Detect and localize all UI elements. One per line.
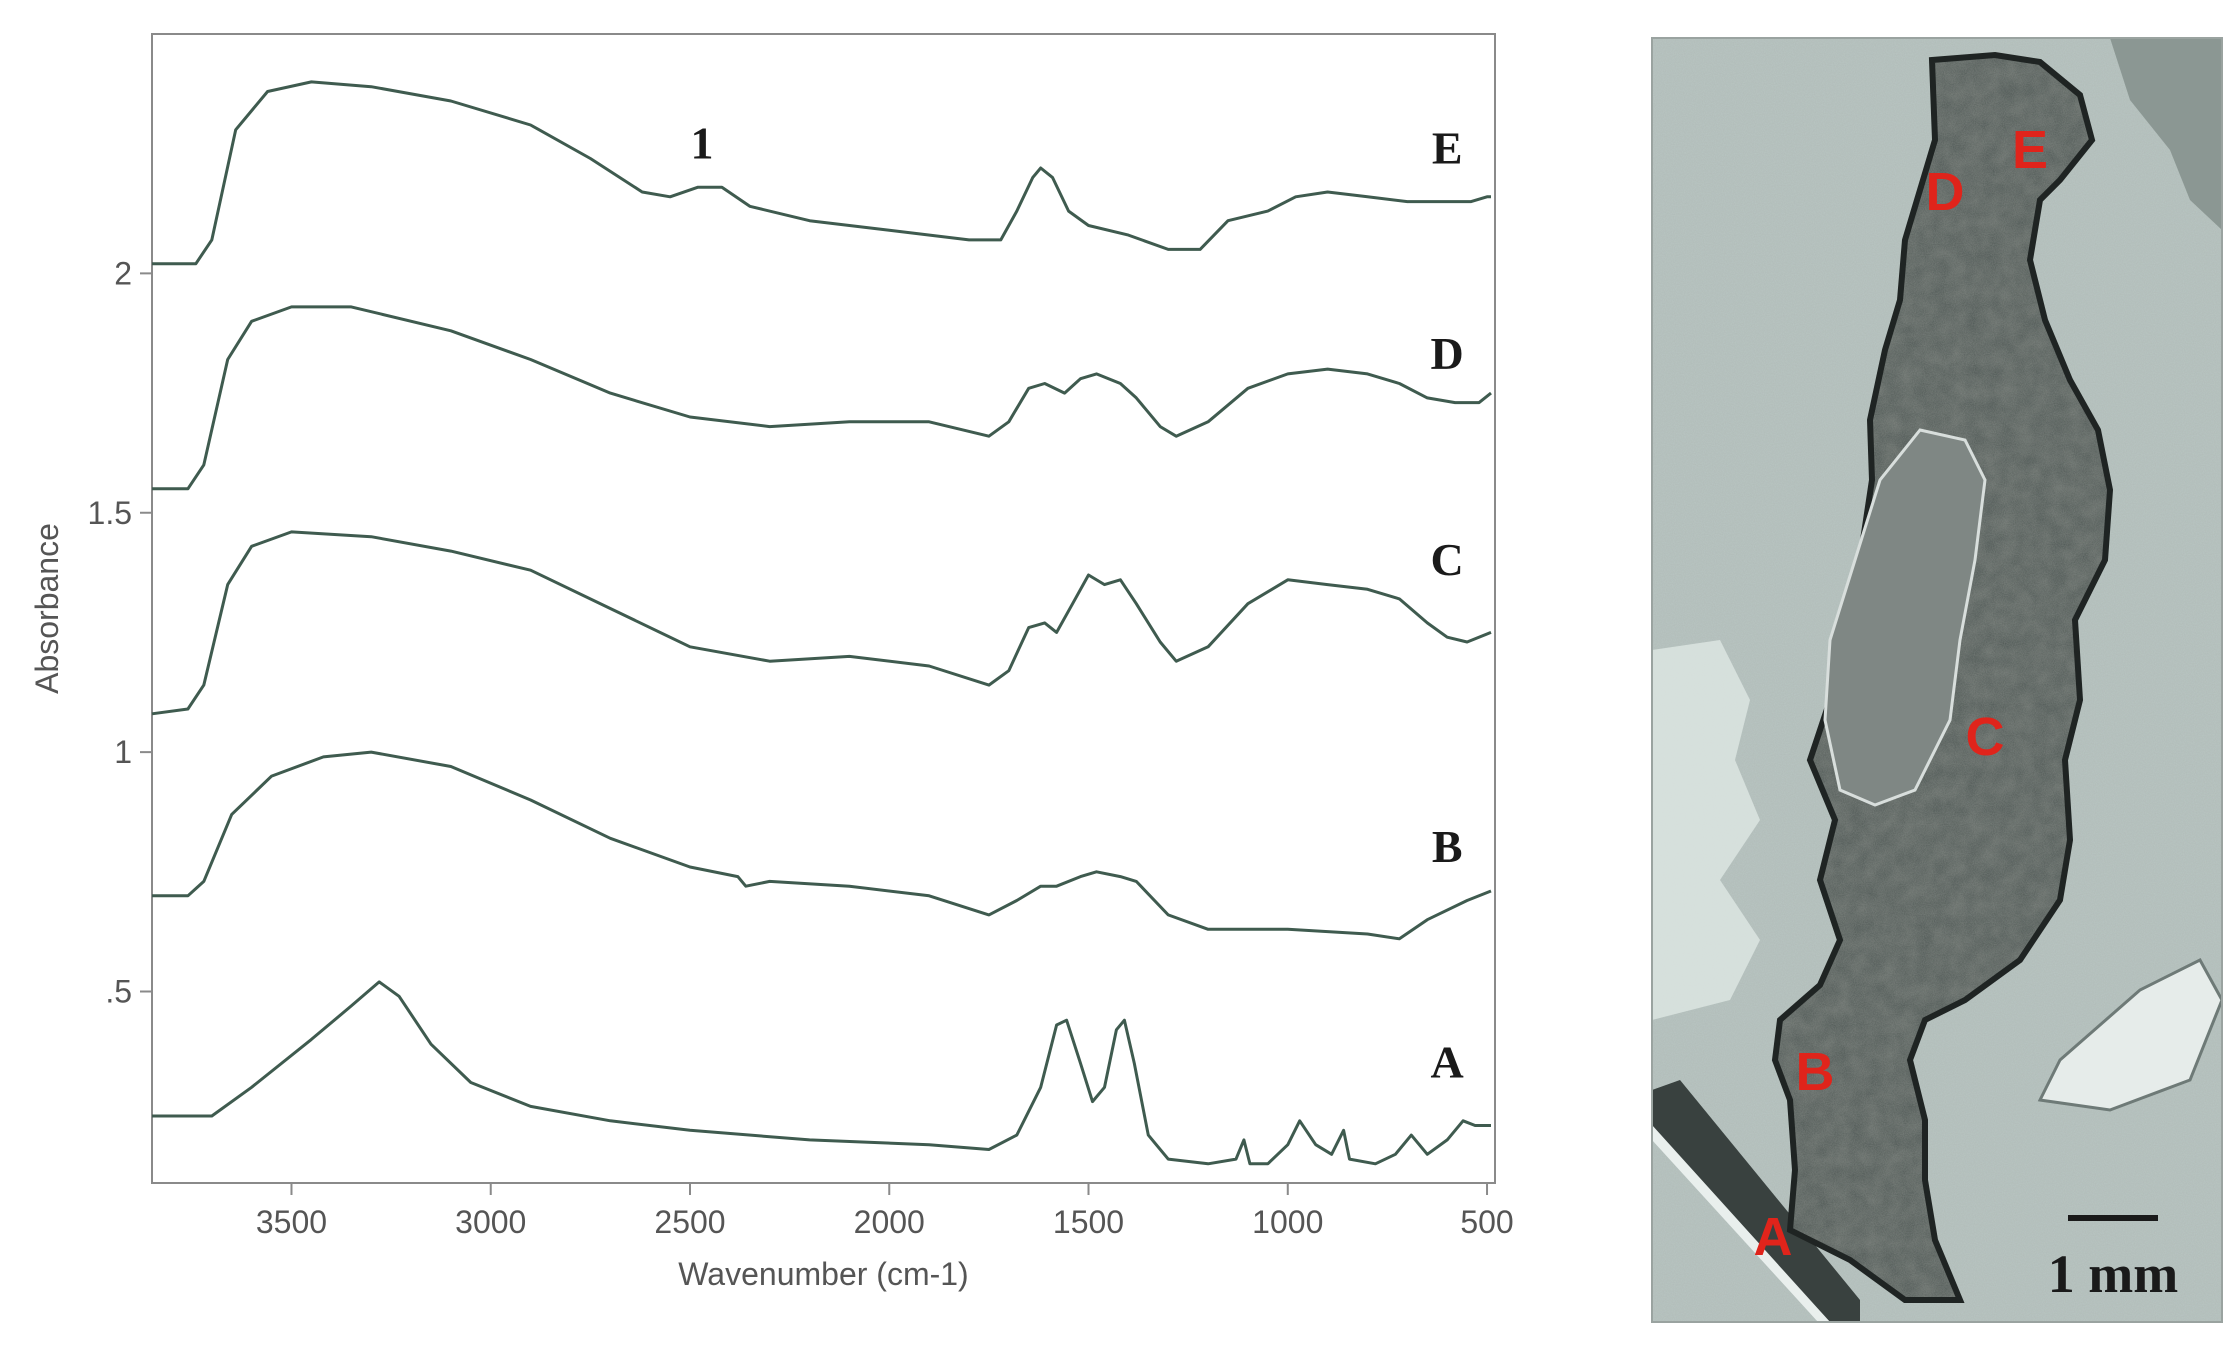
photo-label-d: D [1926, 162, 1965, 222]
x-tick-label: 3500 [256, 1204, 327, 1240]
x-tick-label: 3000 [455, 1204, 526, 1240]
x-tick-label: 1500 [1053, 1204, 1124, 1240]
y-tick-label: 1.5 [88, 495, 132, 531]
y-tick-label: 2 [114, 255, 132, 291]
photo-label-a: A [1754, 1207, 1793, 1267]
series-label-d: D [1431, 328, 1464, 379]
photo-fracture-left [1652, 640, 1760, 1020]
photo-rough-region [2110, 38, 2222, 230]
series-label-c: C [1431, 534, 1464, 585]
spectrum-line-c [151, 530, 1492, 716]
y-tick-label: .5 [105, 974, 132, 1010]
series-label-b: B [1432, 821, 1463, 872]
spectrum-line-e [152, 80, 1491, 266]
x-tick-label: 1000 [1252, 1204, 1323, 1240]
peak-annotation: 1 [690, 117, 713, 168]
y-axis-title: Absorbance [29, 523, 65, 694]
annotations: 1 [690, 117, 713, 168]
x-tick-label: 2000 [854, 1204, 925, 1240]
spectra-plot: .5 1 1.5 2 3500 3000 2500 2000 1500 1000 500 A B C D… [29, 33, 1514, 1292]
x-tick-label: 2500 [654, 1204, 725, 1240]
spectra-series: A B C D E [151, 80, 1492, 1166]
micrograph-photo: A B C D E 1 mm [1651, 37, 2223, 1323]
photo-flake [2037, 958, 2222, 1112]
x-axis-ticks: 3500 3000 2500 2000 1500 1000 500 [256, 1183, 1514, 1240]
y-axis-ticks: .5 1 1.5 2 [88, 255, 152, 1010]
photo-label-c: C [1966, 707, 2005, 767]
photo-fibre-edge [1652, 1125, 1830, 1322]
x-tick-label: 500 [1460, 1204, 1513, 1240]
series-label-a: A [1431, 1037, 1464, 1088]
scale-bar-label: 1 mm [2048, 1244, 2178, 1304]
photo-inclusion [1823, 428, 1987, 807]
plot-frame [151, 33, 1496, 1184]
photo-border [1651, 37, 2223, 1323]
series-label-e: E [1432, 122, 1463, 173]
x-axis-title: Wavenumber (cm-1) [678, 1256, 968, 1292]
photo-label-b: B [1796, 1042, 1835, 1102]
y-tick-label: 1 [114, 734, 132, 770]
spectrum-line-a [152, 980, 1491, 1166]
photo-label-e: E [2012, 120, 2048, 180]
spectrum-line-d [152, 305, 1492, 491]
photo-fibre [1652, 1080, 1860, 1322]
spectrum-line-b [152, 750, 1492, 941]
